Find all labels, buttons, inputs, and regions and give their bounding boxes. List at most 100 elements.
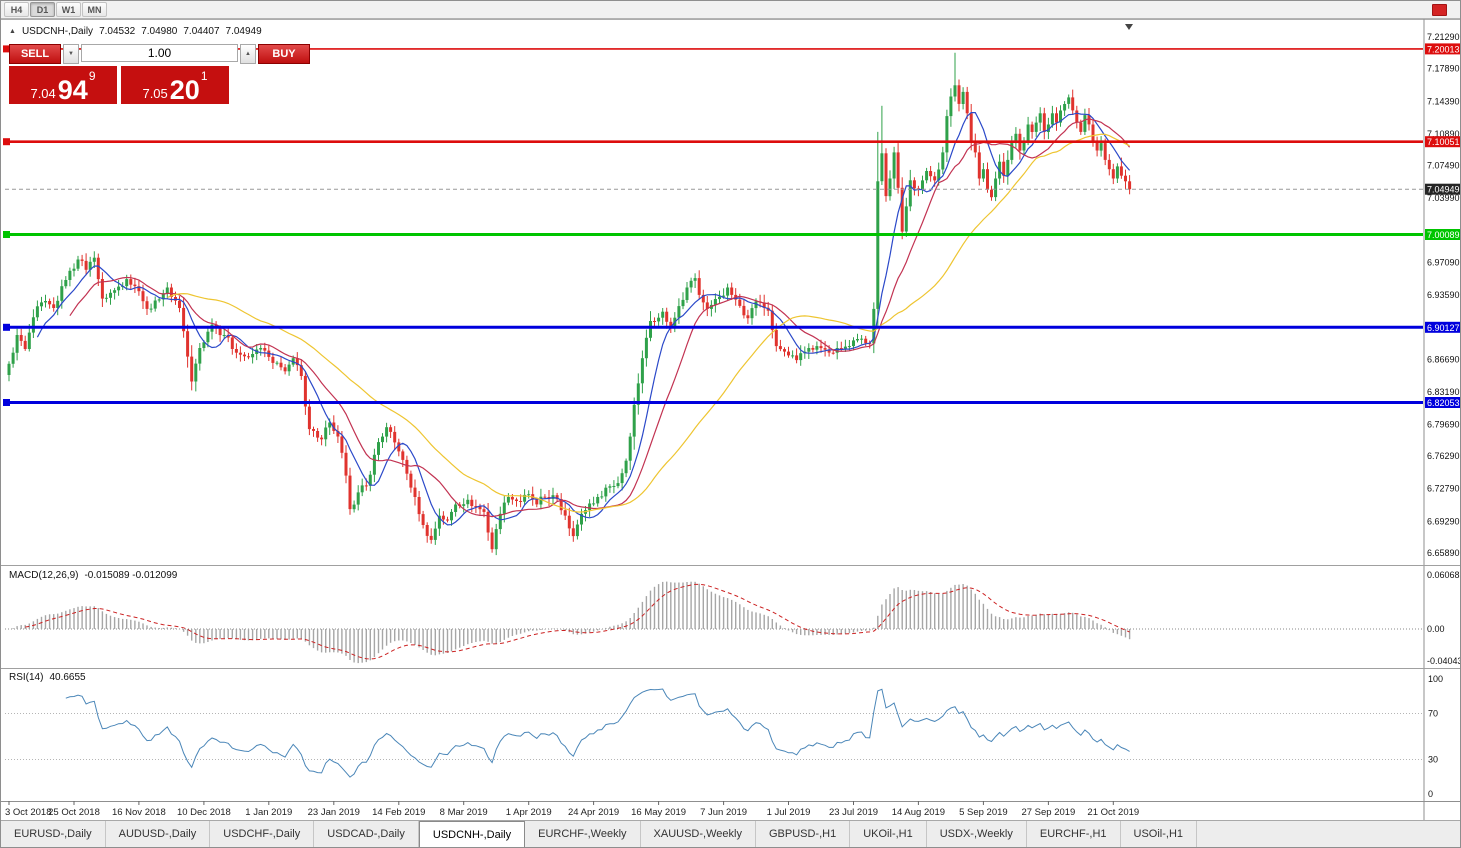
svg-text:6.72790: 6.72790 bbox=[1427, 484, 1460, 494]
sell-price-big: 94 bbox=[57, 74, 88, 105]
line-handle-icon bbox=[3, 399, 10, 406]
volume-decrease-button[interactable]: ▼ bbox=[63, 44, 79, 64]
svg-text:8 Mar 2019: 8 Mar 2019 bbox=[440, 807, 488, 818]
svg-text:7.10890: 7.10890 bbox=[1427, 129, 1460, 139]
svg-text:7.03990: 7.03990 bbox=[1427, 193, 1460, 203]
timeframe-buttons: H4 D1 W1 MN bbox=[4, 2, 107, 17]
svg-text:7.00089: 7.00089 bbox=[1427, 230, 1460, 240]
buy-price-big: 20 bbox=[169, 74, 200, 105]
line-handle-icon bbox=[3, 138, 10, 146]
svg-text:7.04949: 7.04949 bbox=[1427, 185, 1460, 195]
chart-tab-ukoil-h1[interactable]: UKOil-,H1 bbox=[850, 821, 927, 847]
svg-text:6.93590: 6.93590 bbox=[1427, 290, 1460, 300]
svg-text:6.76290: 6.76290 bbox=[1427, 451, 1460, 461]
svg-text:14 Feb 2019: 14 Feb 2019 bbox=[372, 807, 425, 818]
rsi-line bbox=[65, 688, 1130, 778]
svg-text:25 Oct 2018: 25 Oct 2018 bbox=[48, 807, 100, 818]
svg-text:10 Dec 2018: 10 Dec 2018 bbox=[177, 807, 231, 818]
svg-text:14 Aug 2019: 14 Aug 2019 bbox=[892, 807, 945, 818]
one-click-trade-panel: SELL ▼ ▲ BUY 7.04 94 9 7.05 20 1 bbox=[9, 44, 310, 104]
svg-text:-0.040432: -0.040432 bbox=[1427, 656, 1461, 666]
current-price-tag bbox=[1425, 183, 1460, 195]
svg-text:7 Jun 2019: 7 Jun 2019 bbox=[700, 807, 747, 818]
volume-input[interactable] bbox=[81, 44, 238, 62]
chart-tab-usdcad-daily[interactable]: USDCAD-,Daily bbox=[314, 821, 419, 847]
timeframe-button-d1[interactable]: D1 bbox=[30, 2, 55, 17]
svg-text:16 May 2019: 16 May 2019 bbox=[631, 807, 686, 818]
svg-text:6.83190: 6.83190 bbox=[1427, 387, 1460, 397]
svg-text:7.14390: 7.14390 bbox=[1427, 96, 1460, 106]
chart-tab-gbpusd-h1[interactable]: GBPUSD-,H1 bbox=[756, 821, 851, 847]
svg-text:0.060687: 0.060687 bbox=[1427, 570, 1461, 580]
svg-text:6.69290: 6.69290 bbox=[1427, 516, 1460, 526]
ohlc-high: 7.04980 bbox=[141, 26, 178, 37]
svg-text:24 Apr 2019: 24 Apr 2019 bbox=[568, 807, 619, 818]
rsi-value: 40.6655 bbox=[49, 672, 86, 683]
svg-text:0.00: 0.00 bbox=[1427, 624, 1445, 634]
svg-text:7.20013: 7.20013 bbox=[1427, 44, 1460, 54]
timeframe-button-mn[interactable]: MN bbox=[82, 2, 107, 17]
candlesticks bbox=[7, 52, 1132, 556]
svg-text:23 Jan 2019: 23 Jan 2019 bbox=[308, 807, 360, 818]
buy-button[interactable]: BUY bbox=[258, 44, 310, 64]
timeframe-toolbar: H4 D1 W1 MN bbox=[1, 1, 1460, 19]
macd-name: MACD(12,26,9) bbox=[9, 570, 79, 581]
chevron-up-icon: ▲ bbox=[245, 51, 251, 57]
chart-tab-eurchf-weekly[interactable]: EURCHF-,Weekly bbox=[525, 821, 641, 847]
timeframe-button-h4[interactable]: H4 bbox=[4, 2, 29, 17]
svg-text:7.17890: 7.17890 bbox=[1427, 64, 1460, 74]
chart-tab-usdcnh-daily[interactable]: USDCNH-,Daily bbox=[418, 821, 526, 847]
svg-text:70: 70 bbox=[1428, 709, 1438, 719]
svg-text:16 Nov 2018: 16 Nov 2018 bbox=[112, 807, 166, 818]
volume-increase-button[interactable]: ▲ bbox=[240, 44, 256, 64]
price-axis[interactable]: 7.21290 7.17890 7.14390 7.10890 7.07490 7.039… bbox=[1423, 19, 1461, 823]
svg-text:23 Jul 2019: 23 Jul 2019 bbox=[829, 807, 878, 818]
svg-text:6.65890: 6.65890 bbox=[1427, 548, 1460, 558]
svg-text:6.86690: 6.86690 bbox=[1427, 354, 1460, 364]
ohlc-open: 7.04532 bbox=[99, 26, 136, 37]
ma-mid-line bbox=[69, 118, 1131, 518]
svg-text:5 Sep 2019: 5 Sep 2019 bbox=[959, 807, 1008, 818]
chart-tab-bar: EURUSD-,Daily AUDUSD-,Daily USDCHF-,Daily U… bbox=[1, 820, 1460, 847]
collapse-triangle-icon[interactable]: ▲ bbox=[9, 28, 16, 35]
svg-text:7.10051: 7.10051 bbox=[1427, 137, 1460, 147]
chart-tab-eurchf-h1[interactable]: EURCHF-,H1 bbox=[1027, 821, 1121, 847]
macd-signal-line bbox=[25, 583, 1130, 660]
svg-text:1 Apr 2019: 1 Apr 2019 bbox=[506, 807, 552, 818]
macd-histogram bbox=[12, 581, 1131, 664]
macd-panel: 0.060687 0.00 -0.040432 bbox=[5, 570, 1461, 666]
buy-price-display[interactable]: 7.05 20 1 bbox=[121, 66, 229, 104]
svg-text:0: 0 bbox=[1428, 789, 1433, 799]
macd-indicator-label: MACD(12,26,9) -0.015089 -0.012099 bbox=[9, 570, 177, 581]
symbol-name: USDCNH-,Daily bbox=[21, 26, 94, 37]
line-handle-icon bbox=[3, 45, 10, 53]
line-handle-icon bbox=[3, 323, 10, 331]
svg-text:7.21290: 7.21290 bbox=[1427, 32, 1460, 42]
sell-price-whole: 7.04 bbox=[30, 85, 56, 101]
svg-text:21 Oct 2019: 21 Oct 2019 bbox=[1087, 807, 1139, 818]
chart-tab-eurusd-daily[interactable]: EURUSD-,Daily bbox=[1, 821, 106, 847]
svg-text:3 Oct 2018: 3 Oct 2018 bbox=[5, 807, 51, 818]
chart-canvas[interactable]: 7.21290 7.17890 7.14390 7.10890 7.07490 7.039… bbox=[1, 1, 1461, 823]
chart-tab-usdchf-daily[interactable]: USDCHF-,Daily bbox=[210, 821, 315, 847]
symbol-info-line: ▲ USDCNH-,Daily 7.04532 7.04980 7.04407 … bbox=[9, 26, 262, 37]
line-handle-icon bbox=[3, 231, 10, 238]
svg-text:1 Jan 2019: 1 Jan 2019 bbox=[245, 807, 292, 818]
chart-tab-usoil-h1[interactable]: USOil-,H1 bbox=[1121, 821, 1198, 847]
sell-price-display[interactable]: 7.04 94 9 bbox=[9, 66, 117, 104]
rsi-name: RSI(14) bbox=[9, 672, 44, 683]
chart-tab-usdx-weekly[interactable]: USDX-,Weekly bbox=[927, 821, 1027, 847]
sell-button[interactable]: SELL bbox=[9, 44, 61, 64]
chart-tab-audusd-daily[interactable]: AUDUSD-,Daily bbox=[106, 821, 211, 847]
buy-price-whole: 7.05 bbox=[142, 85, 168, 101]
svg-text:27 Sep 2019: 27 Sep 2019 bbox=[1021, 807, 1075, 818]
chart-tab-xauusd-weekly[interactable]: XAUUSD-,Weekly bbox=[641, 821, 756, 847]
sell-price-pip: 9 bbox=[88, 69, 96, 83]
chart-layer[interactable]: 7.21290 7.17890 7.14390 7.10890 7.07490 7.039… bbox=[1, 1, 1461, 828]
toolbar-red-icon[interactable] bbox=[1432, 4, 1447, 16]
timeframe-button-w1[interactable]: W1 bbox=[56, 2, 81, 17]
buy-price-pip: 1 bbox=[200, 69, 208, 83]
macd-values: -0.015089 -0.012099 bbox=[84, 570, 178, 581]
